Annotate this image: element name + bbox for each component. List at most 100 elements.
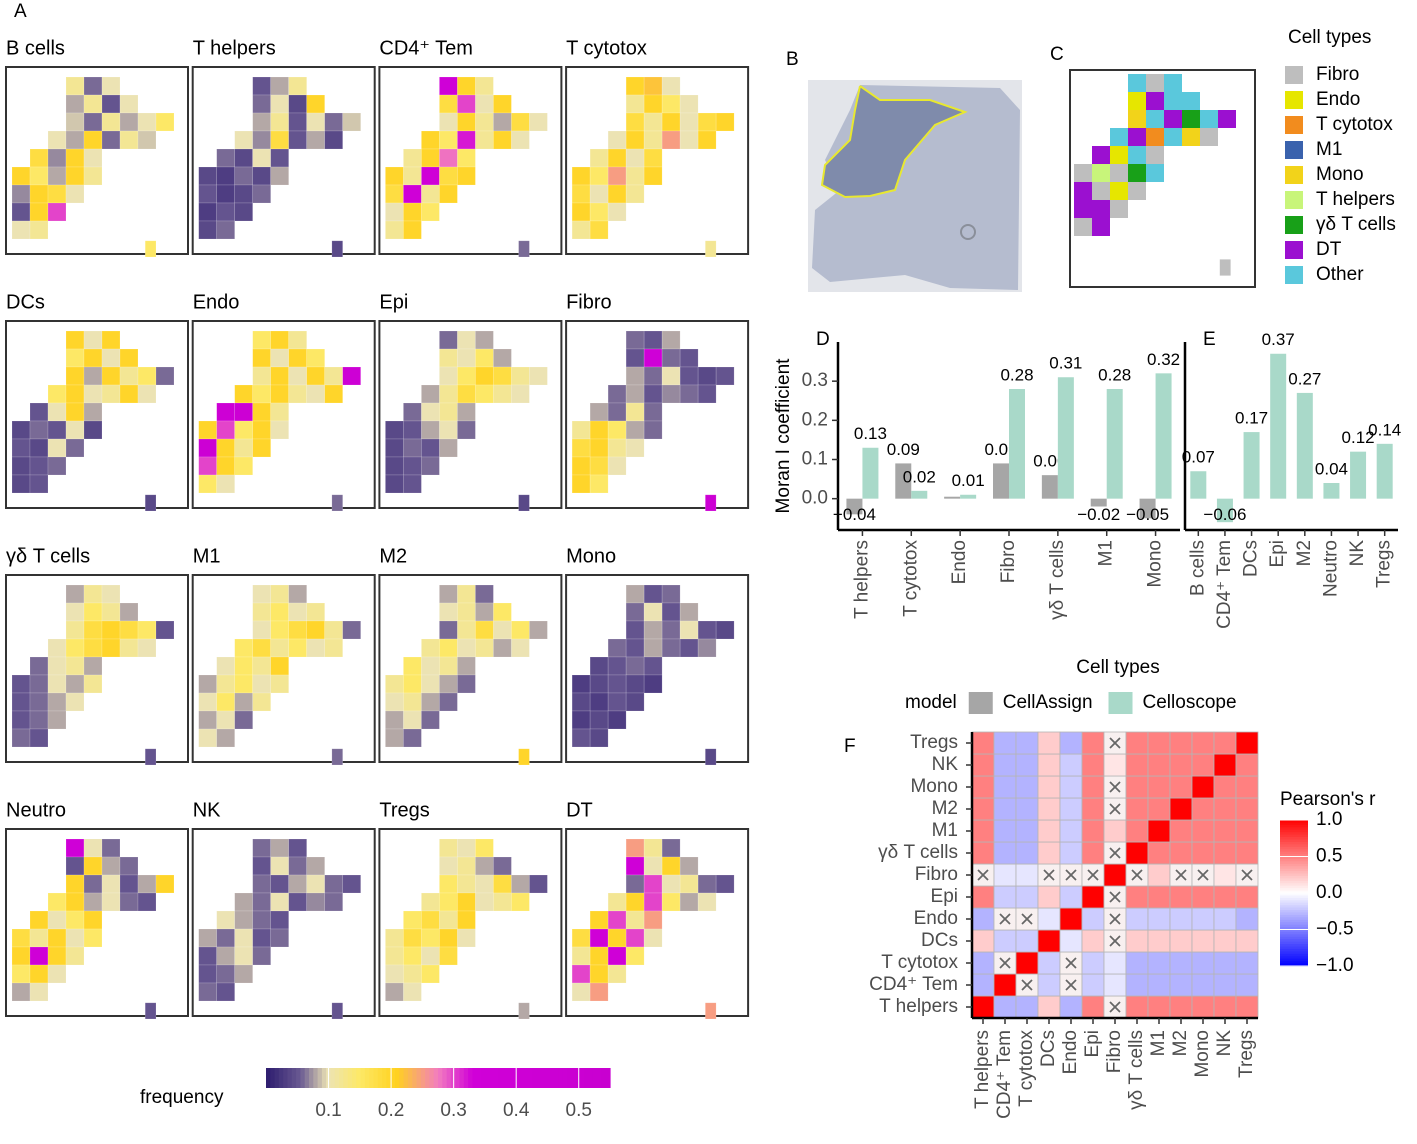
colorbar-slice xyxy=(1280,931,1308,935)
cross xyxy=(1065,869,1077,881)
tile xyxy=(403,964,422,984)
heat-cell xyxy=(1213,775,1237,799)
colorbar-slice xyxy=(1280,839,1308,843)
value-label: 0.32 xyxy=(1147,350,1180,369)
colorbar-slice xyxy=(1280,854,1308,858)
colorbar-slice xyxy=(1280,880,1308,884)
tile xyxy=(83,402,103,422)
heat-cell xyxy=(1125,753,1149,777)
bar xyxy=(1350,451,1367,499)
heat-cell xyxy=(971,995,995,1019)
tile xyxy=(385,692,404,712)
tile xyxy=(589,928,609,948)
tile xyxy=(704,494,717,512)
bar xyxy=(846,498,863,515)
heat-cell xyxy=(1213,753,1237,777)
tile xyxy=(403,456,422,476)
tile xyxy=(47,692,67,712)
row-label: DCs xyxy=(921,930,958,951)
heat-cell xyxy=(1191,753,1215,777)
tile xyxy=(679,638,699,658)
tile xyxy=(679,366,699,386)
legend-swatch xyxy=(1285,266,1303,284)
tile xyxy=(234,656,253,676)
tile xyxy=(198,946,217,966)
tile xyxy=(493,856,512,876)
tile xyxy=(403,728,422,748)
tile xyxy=(625,402,645,422)
tile xyxy=(119,94,139,114)
tile xyxy=(288,330,308,350)
bar xyxy=(1155,373,1172,499)
colorbar-slice xyxy=(459,1068,465,1088)
panel-title: DCs xyxy=(6,291,45,313)
heat-cell xyxy=(1103,819,1127,843)
tile xyxy=(1218,110,1236,128)
tile xyxy=(607,202,627,222)
tile xyxy=(403,710,422,730)
colorbar-slice xyxy=(416,1068,422,1088)
x-tick-label: γδ T cells xyxy=(1047,540,1068,620)
colorbar-slice xyxy=(1280,902,1308,906)
tile xyxy=(511,874,530,894)
tile xyxy=(252,692,271,712)
tile xyxy=(643,620,663,640)
tile xyxy=(439,366,458,386)
tile xyxy=(421,130,440,150)
tile xyxy=(155,366,175,386)
tile xyxy=(83,584,103,604)
tile xyxy=(589,674,609,694)
heat-cell xyxy=(1037,885,1061,909)
colorbar-slice xyxy=(1280,832,1308,836)
legend-label: DT xyxy=(1316,239,1342,260)
colorbar-slice xyxy=(317,1068,323,1088)
row-label: CD4⁺ Tem xyxy=(869,974,958,995)
tile xyxy=(457,366,476,386)
colorbar-slice xyxy=(1280,951,1308,955)
tile xyxy=(403,202,422,222)
heat-cell xyxy=(1015,775,1039,799)
colorbar-slice xyxy=(399,1068,405,1088)
tile xyxy=(1164,110,1182,128)
colorbar-slice xyxy=(592,1068,598,1088)
tile xyxy=(643,602,663,622)
tile xyxy=(252,946,271,966)
region-outline xyxy=(820,85,968,199)
tile xyxy=(137,638,157,658)
tile xyxy=(65,348,85,368)
heat-cell xyxy=(1191,929,1215,953)
tile xyxy=(47,928,67,948)
colorbar-slice xyxy=(1280,844,1308,848)
colorbar-slice xyxy=(493,1068,499,1088)
colorbar-slice xyxy=(1280,890,1308,894)
tile xyxy=(475,856,494,876)
bar xyxy=(1139,498,1156,519)
tile xyxy=(137,874,157,894)
colorbar-slice xyxy=(601,1068,607,1088)
heat-cell xyxy=(1169,929,1193,953)
heat-cell xyxy=(993,731,1017,755)
tile xyxy=(643,166,663,186)
colorbar-slice xyxy=(455,1068,461,1088)
tile xyxy=(270,348,290,368)
tile xyxy=(119,366,139,386)
tile xyxy=(306,620,326,640)
tile xyxy=(625,910,645,930)
tile xyxy=(643,928,663,948)
tile xyxy=(1074,200,1092,218)
tile xyxy=(252,148,271,168)
tile xyxy=(529,112,548,132)
tile xyxy=(625,384,645,404)
tile xyxy=(607,402,627,422)
x-tick-label: Tregs xyxy=(1374,540,1395,588)
tile xyxy=(643,112,663,132)
tile xyxy=(697,638,717,658)
tile xyxy=(83,76,103,96)
tile xyxy=(385,202,404,222)
heat-cell xyxy=(1015,951,1039,975)
tile xyxy=(324,638,344,658)
tile xyxy=(439,856,458,876)
tile xyxy=(511,366,530,386)
tile xyxy=(216,220,235,240)
tile xyxy=(421,148,440,168)
